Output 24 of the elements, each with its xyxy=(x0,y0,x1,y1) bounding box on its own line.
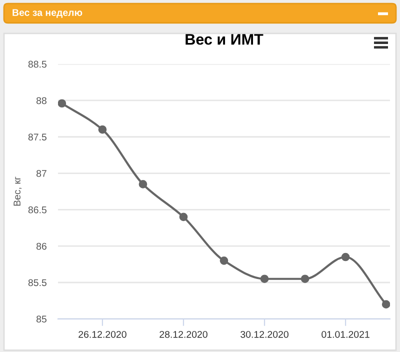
chart-title: Вес и ИМТ xyxy=(186,34,264,45)
y-tick-label: 88 xyxy=(36,97,46,104)
point xyxy=(58,99,66,108)
point xyxy=(300,274,310,284)
point xyxy=(220,256,228,265)
y-tick-label: 86 xyxy=(36,242,46,250)
x-tick-label: 28.12.2020 xyxy=(160,330,208,338)
x-tick-label: 30.12.2020 xyxy=(240,330,288,338)
text: Вес за неделю xyxy=(12,9,82,18)
y-tick-label: 85 xyxy=(36,316,46,323)
point xyxy=(260,274,269,284)
x-tick-label: 01.01.2021 xyxy=(322,330,370,338)
point xyxy=(138,180,148,188)
point xyxy=(341,252,350,262)
y-axis-title: Вес, кг xyxy=(14,176,22,206)
y-tick-label: 87.5 xyxy=(28,134,46,140)
x-tick-label: 26.12.2020 xyxy=(78,330,126,338)
point xyxy=(179,212,188,222)
point xyxy=(382,300,390,309)
y-tick-label: 86.5 xyxy=(28,206,46,214)
y-tick-label: 88.5 xyxy=(28,60,46,68)
point xyxy=(98,125,107,134)
y-tick-label: 85.5 xyxy=(28,279,46,286)
y-tick-label: 87 xyxy=(36,170,46,177)
